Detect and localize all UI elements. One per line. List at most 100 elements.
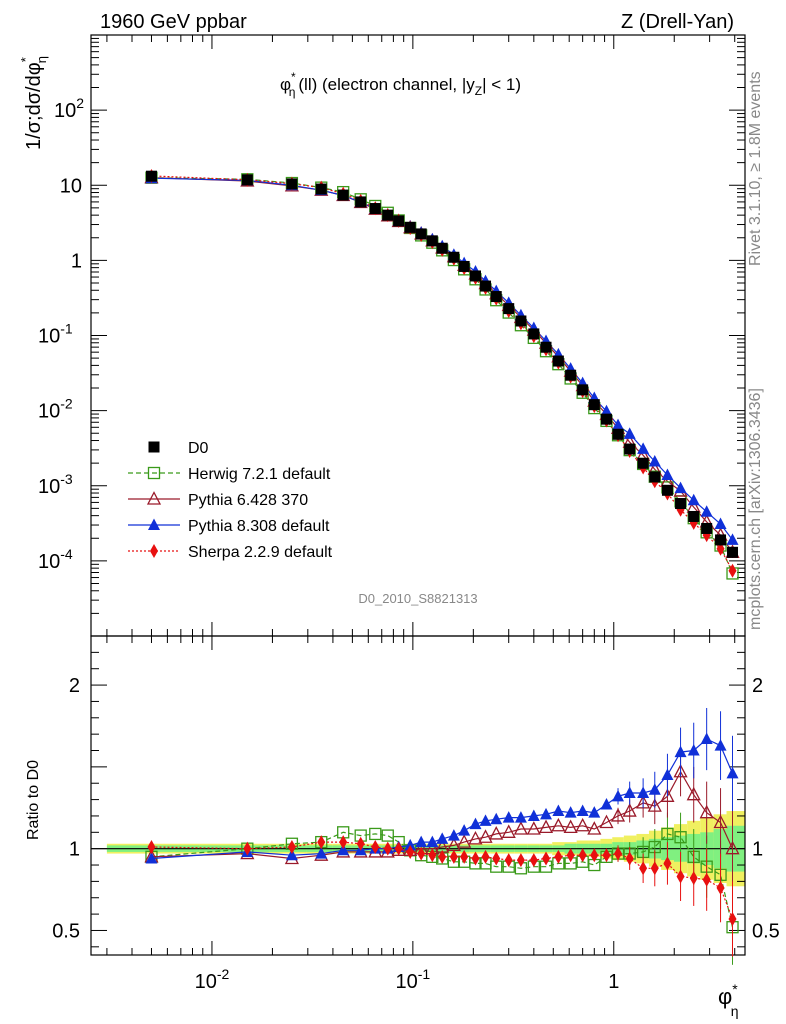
main-point-series3 — [612, 418, 625, 431]
data-point-d0 — [369, 203, 381, 215]
ratio-point-series3 — [285, 848, 298, 861]
ratio-point-series3 — [674, 745, 687, 758]
data-point-d0 — [675, 498, 687, 510]
data-point-d0 — [337, 189, 349, 201]
ratio-point-series4 — [614, 846, 623, 861]
ratio-point-series3 — [469, 817, 482, 830]
ratio-y-axis-label: Ratio to D0 — [25, 760, 42, 840]
legend-label: Pythia 6.428 370 — [188, 492, 308, 509]
main-point-series3 — [726, 533, 739, 545]
ratio-point-series4 — [287, 840, 296, 855]
analysis-id-watermark: D0_2010_S8821313 — [358, 591, 477, 606]
ratio-point-series3 — [564, 806, 577, 818]
data-point-d0 — [393, 215, 405, 227]
main-point-series3 — [687, 493, 700, 506]
ratio-point-series2 — [457, 834, 472, 848]
data-point-d0 — [315, 183, 327, 195]
ratio-point-series3 — [726, 766, 739, 779]
x-tick-label: 10-2 — [195, 966, 230, 993]
ratio-point-series4 — [317, 835, 326, 850]
data-point-d0 — [436, 242, 448, 254]
ratio-point-series4 — [639, 861, 648, 876]
ratio-point-series4 — [542, 851, 551, 866]
ratio-point-series2 — [647, 798, 662, 812]
ratio-point-series3 — [436, 832, 449, 844]
ratio-point-series2 — [636, 794, 651, 809]
data-point-d0 — [624, 443, 636, 455]
x-tick-label: 1 — [608, 971, 619, 993]
ratio-point-series3 — [527, 809, 540, 821]
ratio-point-series2 — [513, 821, 528, 835]
ratio-point-series3 — [637, 786, 650, 799]
ratio-point-series3 — [623, 786, 636, 799]
data-point-d0 — [515, 315, 527, 327]
ratio-point-series2 — [610, 808, 626, 822]
ratio-point-series4 — [394, 841, 403, 856]
ratio-point-series3 — [458, 824, 471, 836]
ratio-point-series3 — [315, 847, 328, 859]
ratio-point-series2 — [489, 826, 504, 840]
main-series-line-0 — [151, 177, 734, 574]
ratio-point-series2 — [699, 804, 714, 819]
ratio-point-series3 — [337, 843, 350, 856]
data-point-d0 — [727, 546, 739, 558]
data-point-d0 — [552, 355, 564, 367]
data-point-d0 — [469, 270, 481, 282]
main-series-line-2 — [151, 177, 733, 541]
ratio-point-series4 — [602, 848, 611, 863]
y-tick-label: 10-4 — [38, 546, 73, 573]
ratio-point-series4 — [481, 849, 490, 864]
main-point-series3 — [661, 468, 674, 481]
main-series-line-3 — [151, 175, 734, 571]
ratio-point-series2 — [468, 830, 483, 845]
data-point-d0 — [448, 251, 460, 263]
ratio-point-series4 — [460, 849, 469, 864]
ratio-point-series4 — [689, 871, 698, 886]
ratio-point-series2 — [660, 788, 675, 802]
ratio-point-series3 — [145, 851, 158, 864]
ratio-point-series2 — [501, 824, 516, 838]
ratio-point-series2 — [673, 763, 688, 778]
y-tick-label: 102 — [54, 95, 84, 122]
main-point-series3 — [623, 427, 636, 439]
rivet-version-text: Rivet 3.1.10, ≥ 1.8M events — [747, 71, 764, 266]
ratio-point-series4 — [566, 848, 575, 863]
ratio-point-series4 — [716, 880, 725, 895]
ratio-point-series4 — [663, 856, 672, 871]
header-right: Z (Drell-Yan) — [621, 11, 734, 33]
data-point-d0 — [528, 328, 540, 340]
data-point-d0 — [355, 196, 367, 208]
data-point-d0 — [577, 384, 589, 396]
main-point-series3 — [648, 455, 661, 467]
ratio-point-series4 — [428, 848, 437, 863]
ratio-point-series3 — [540, 807, 553, 820]
ratio-point-series4 — [147, 840, 156, 855]
ratio-point-series4 — [471, 851, 480, 866]
ratio-point-series4 — [356, 836, 365, 851]
ratio-point-series4 — [590, 848, 599, 863]
data-point-d0 — [503, 303, 515, 315]
ratio-point-series4 — [650, 861, 659, 876]
ratio-point-series2 — [599, 814, 614, 829]
ratio-point-series3 — [404, 838, 417, 851]
legend-label: Pythia 8.308 default — [188, 518, 330, 535]
main-plot-title: φ* η (ll) (electron channel, |yZ| < 1) — [280, 70, 521, 99]
main-point-series3 — [674, 481, 687, 494]
data-point-d0 — [661, 484, 673, 496]
data-point-d0 — [490, 291, 502, 303]
main-point-series3 — [600, 404, 613, 417]
main-y-axis-label: 1/σ;dσ/dφ*η — [18, 56, 49, 150]
mcplots-reference-text: mcplots.cern.ch [arXiv:1306.3436] — [747, 388, 764, 630]
ratio-point-series2 — [725, 840, 740, 855]
data-point-d0 — [480, 280, 492, 292]
ratio-y-tick-label-right: 0.5 — [752, 920, 780, 942]
ratio-y-tick-label: 1 — [69, 839, 80, 861]
ratio-point-series4 — [492, 851, 501, 866]
legend-marker — [150, 544, 158, 558]
ratio-point-series1 — [661, 827, 674, 841]
legend-marker — [146, 491, 162, 505]
ratio-y-tick-label: 2 — [69, 675, 80, 697]
data-point-d0 — [688, 510, 700, 522]
ratio-point-series1 — [381, 829, 394, 842]
